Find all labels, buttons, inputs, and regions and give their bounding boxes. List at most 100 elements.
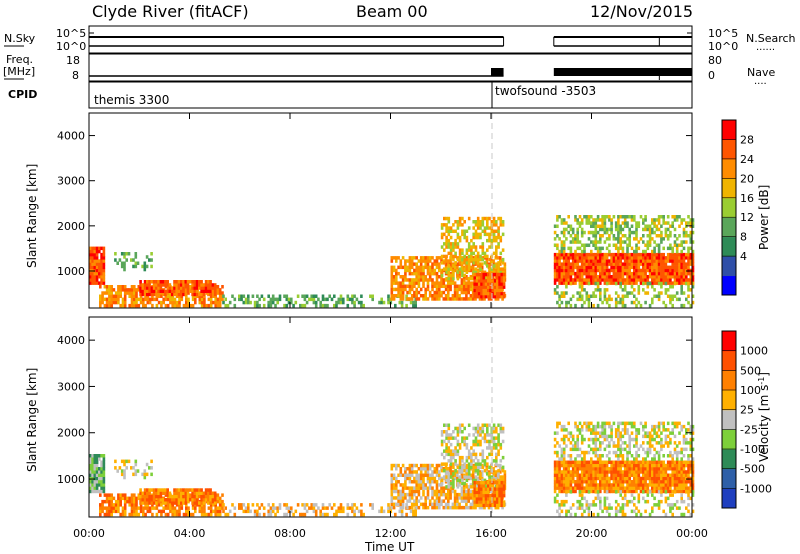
power-cell	[685, 278, 688, 282]
power-cell	[141, 283, 145, 287]
velocity-cell	[617, 463, 620, 468]
power-cell	[89, 256, 92, 260]
power-cell	[392, 281, 396, 285]
power-cell	[98, 271, 101, 276]
power-cell	[469, 275, 473, 279]
velocity-cell	[560, 489, 564, 494]
velocity-cell	[216, 509, 220, 514]
power-cell	[592, 221, 595, 225]
power-cell	[189, 289, 192, 293]
power-cell	[587, 303, 591, 308]
power-cell	[369, 294, 372, 298]
power-cell	[426, 265, 430, 270]
power-cell	[100, 256, 103, 260]
power-cell	[339, 294, 343, 298]
power-cell	[456, 284, 459, 288]
power-cell	[635, 221, 638, 225]
power-cell	[653, 268, 656, 273]
power-cell	[621, 227, 625, 232]
power-cell	[578, 252, 582, 257]
power-cell	[583, 243, 586, 247]
power-cell	[203, 300, 206, 305]
power-cell	[390, 256, 394, 260]
power-cell	[465, 267, 469, 271]
power-cell	[150, 264, 153, 269]
velocity-cell	[461, 455, 464, 460]
velocity-cell	[346, 506, 350, 510]
power-cell	[169, 291, 172, 295]
velocity-cell	[189, 493, 193, 497]
velocity-cell	[476, 468, 480, 473]
power-cell	[102, 265, 106, 270]
power-cell	[498, 279, 501, 283]
velocity-cell	[574, 489, 577, 494]
power-cell	[212, 294, 215, 298]
power-cell	[143, 280, 147, 284]
power-cell	[157, 280, 160, 284]
power-cell	[671, 281, 674, 285]
power-cell	[630, 259, 634, 263]
power-cell	[599, 275, 602, 279]
velocity-cell	[558, 476, 561, 481]
power-cell	[451, 262, 455, 266]
velocity-cell	[440, 502, 443, 507]
velocity-cell	[556, 480, 559, 484]
power-cell	[290, 300, 293, 305]
power-cell	[151, 297, 154, 302]
velocity-cell	[648, 483, 652, 487]
velocity-cell	[187, 509, 190, 514]
power-cell	[499, 259, 502, 263]
power-cell	[472, 261, 475, 265]
power-cell	[209, 289, 212, 293]
power-cell	[691, 294, 695, 298]
power-cell	[146, 280, 149, 284]
power-cell	[139, 292, 142, 297]
power-cell	[682, 303, 686, 308]
velocity-cell	[198, 491, 201, 495]
power-cell	[651, 297, 654, 302]
power-cell	[130, 294, 134, 298]
power-cell	[680, 218, 683, 222]
velocity-cell	[465, 468, 469, 473]
velocity-cell	[404, 480, 407, 484]
power-cell	[150, 286, 154, 290]
power-cell	[447, 220, 451, 224]
power-cell	[447, 267, 451, 271]
power-cell	[685, 268, 688, 273]
power-cell	[626, 224, 629, 228]
power-cell	[159, 286, 163, 290]
power-cell	[456, 265, 459, 270]
velocity-cell	[567, 463, 570, 468]
velocity-cell	[202, 498, 206, 502]
power-cell	[486, 226, 489, 230]
velocity-cell	[476, 476, 479, 481]
power-cell	[621, 300, 625, 305]
power-cell	[102, 271, 106, 276]
velocity-cell	[689, 463, 693, 468]
power-cell	[633, 278, 636, 282]
power-cell	[438, 287, 441, 292]
power-cell	[657, 297, 661, 302]
velocity-cell	[139, 494, 142, 499]
power-cell	[98, 249, 101, 254]
velocity-cell	[651, 470, 654, 474]
velocity-cell	[569, 473, 573, 477]
velocity-cell	[691, 476, 695, 481]
power-cell	[465, 287, 468, 292]
power-cell	[671, 268, 674, 273]
velocity-cell	[419, 483, 423, 487]
power-cell	[651, 262, 654, 266]
power-cell	[673, 268, 677, 273]
velocity-cell	[628, 476, 631, 481]
power-cell	[623, 224, 627, 228]
velocity-cell	[102, 454, 106, 458]
power-cell	[260, 294, 264, 298]
velocity-cell	[583, 460, 586, 464]
velocity-cell	[452, 436, 455, 440]
velocity-cell	[162, 506, 165, 510]
velocity-cell	[560, 473, 564, 477]
power-cell	[443, 242, 446, 246]
velocity-cell	[426, 480, 430, 484]
velocity-cell	[556, 441, 559, 445]
velocity-cell	[105, 512, 109, 517]
